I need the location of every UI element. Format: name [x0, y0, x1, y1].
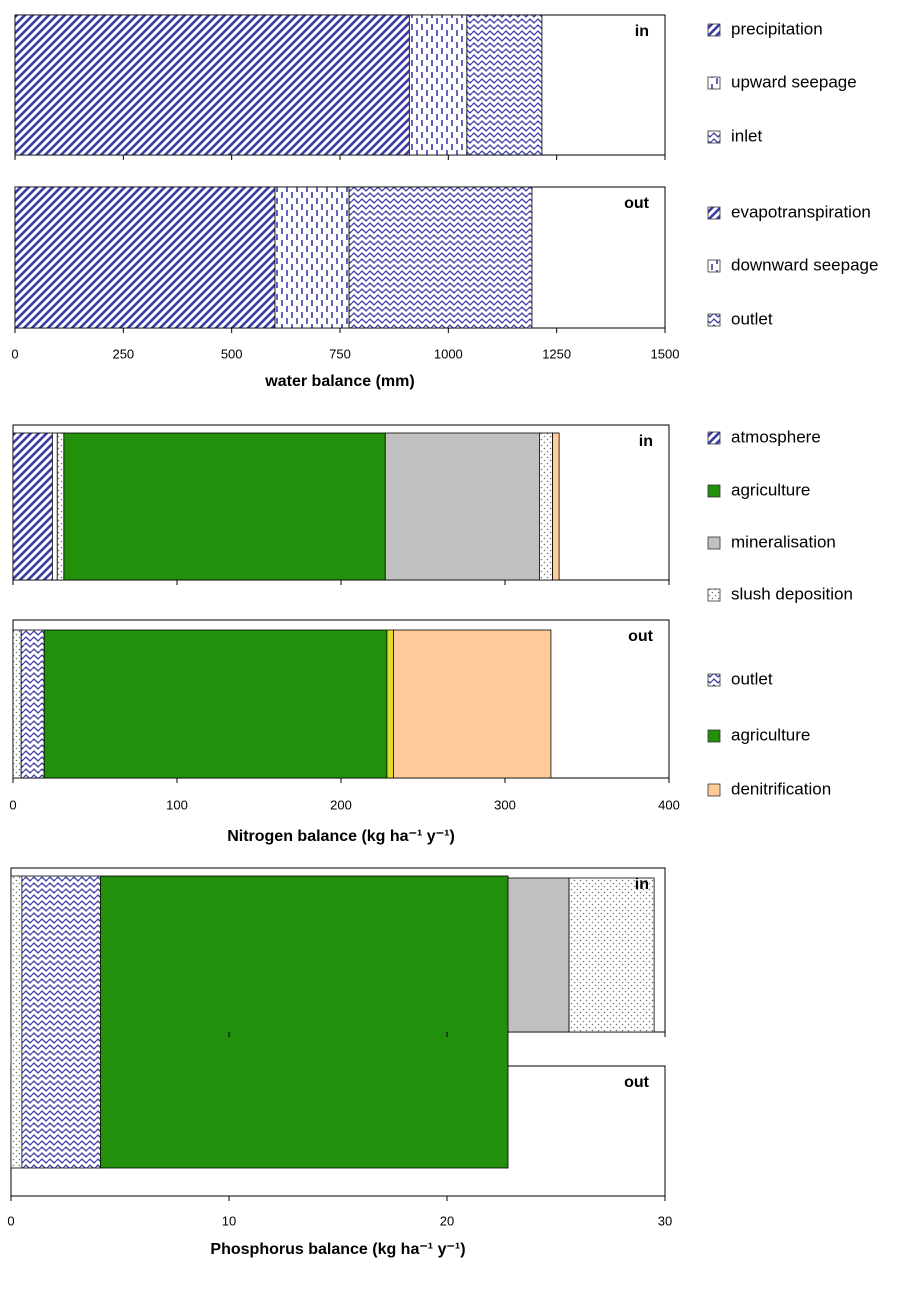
bar-segment — [348, 186, 533, 329]
chart: in out 0 10 20 30 Phosphorus balance (kg ha⁻¹ … — [7, 867, 672, 1258]
bar-segment — [552, 432, 560, 581]
x-tick-label: 1250 — [542, 346, 571, 361]
legend-swatch — [707, 206, 721, 220]
bar-segment — [384, 432, 540, 581]
x-tick-label: 0 — [7, 1213, 14, 1228]
bar-segment — [14, 14, 410, 156]
legend-label: atmosphere — [731, 427, 821, 446]
legend-swatch — [707, 484, 721, 498]
legend-swatch — [707, 536, 721, 550]
legend-swatch — [707, 588, 721, 602]
x-tick-label: 250 — [112, 346, 134, 361]
x-tick-label: 0 — [9, 797, 16, 812]
x-tick-label: 1500 — [651, 346, 680, 361]
legend-label: mineralisation — [731, 532, 836, 551]
bar-segment — [393, 629, 552, 779]
legend-label: denitrification — [731, 779, 831, 798]
bar-segment — [568, 877, 655, 1033]
x-tick-label: 0 — [11, 346, 18, 361]
legend-swatch — [707, 431, 721, 445]
bar-segment — [12, 629, 22, 779]
panel-label: in — [635, 876, 649, 893]
bar-segment — [274, 186, 350, 329]
legend-swatch — [707, 259, 721, 273]
bar-segment — [56, 432, 65, 581]
bar-segment — [466, 14, 543, 156]
x-tick-label: 200 — [330, 797, 352, 812]
legend-label: downward seepage — [731, 255, 878, 274]
legend-swatch — [707, 783, 721, 797]
legend-label: agriculture — [731, 725, 810, 744]
panel-label: out — [628, 628, 654, 645]
chart: in out 0 250 500 750 1000 1250 1500 water balance… — [11, 14, 878, 390]
legend-label: outlet — [731, 669, 773, 688]
legend-label: inlet — [731, 126, 762, 145]
bar-segment — [14, 186, 276, 329]
x-tick-label: 750 — [329, 346, 351, 361]
bar-segment — [408, 14, 468, 156]
x-axis-title: Nitrogen balance (kg ha⁻¹ y⁻¹) — [227, 828, 455, 845]
legend-label: agriculture — [731, 480, 810, 499]
x-axis-title: water balance (mm) — [264, 373, 414, 390]
bar-segment — [51, 432, 58, 581]
legend-swatch — [707, 313, 721, 327]
x-tick-label: 20 — [440, 1213, 454, 1228]
x-tick-label: 500 — [221, 346, 243, 361]
x-tick-label: 400 — [658, 797, 680, 812]
legend-swatch — [707, 23, 721, 37]
bar-segment — [63, 432, 386, 581]
chart: in out 0 100 200 300 400 Nitrogen balance (kg h… — [9, 424, 853, 845]
panel-label: out — [624, 1074, 650, 1091]
legend-label: outlet — [731, 309, 773, 328]
legend-label: evapotranspiration — [731, 202, 871, 221]
legend-label: precipitation — [731, 19, 823, 38]
x-tick-label: 1000 — [434, 346, 463, 361]
legend-label: slush deposition — [731, 584, 853, 603]
panel-label: in — [635, 23, 649, 40]
bar-segment — [12, 432, 53, 581]
legend-label: upward seepage — [731, 72, 857, 91]
legend-swatch — [707, 673, 721, 687]
panel-label: in — [639, 433, 653, 450]
bar-segment — [386, 629, 394, 779]
bar-segment — [10, 875, 23, 1169]
bar-segment — [21, 875, 101, 1169]
x-tick-label: 300 — [494, 797, 516, 812]
legend-swatch — [707, 729, 721, 743]
bar-segment — [539, 432, 553, 581]
bar-segment — [99, 875, 509, 1169]
legend-swatch — [707, 130, 721, 144]
x-tick-label: 100 — [166, 797, 188, 812]
bar-segment — [20, 629, 45, 779]
x-tick-label: 30 — [658, 1213, 672, 1228]
x-axis-title: Phosphorus balance (kg ha⁻¹ y⁻¹) — [210, 1241, 465, 1258]
panel-label: out — [624, 195, 650, 212]
bar-segment — [43, 629, 388, 779]
x-tick-label: 10 — [222, 1213, 236, 1228]
legend-swatch — [707, 76, 721, 90]
